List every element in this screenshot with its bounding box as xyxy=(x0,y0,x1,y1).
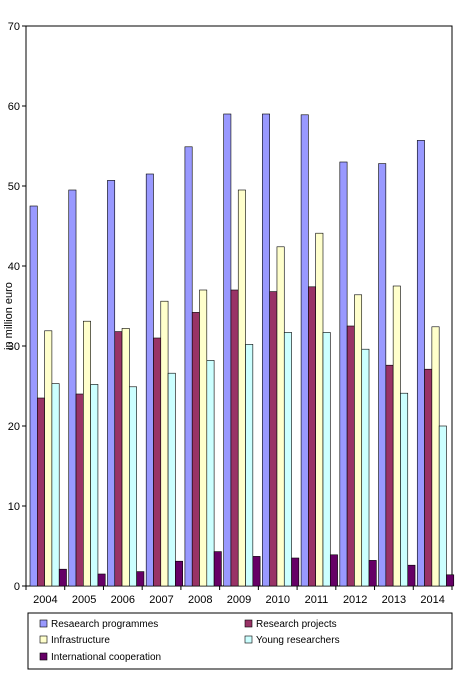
bar-2008-2 xyxy=(199,289,208,587)
bar-2006-0 xyxy=(107,180,116,587)
x-tick-label: 2004 xyxy=(33,594,57,606)
y-axis-ticks: 0 10 20 30 40 50 60 70 xyxy=(8,21,26,593)
bar-2005-3 xyxy=(90,384,99,587)
x-axis-ticks: 2004 2005 2006 2007 2008 2009 2010 2011 2012 2013… xyxy=(25,586,453,606)
bar-2011-1 xyxy=(308,286,316,587)
x-tick-label: 2005 xyxy=(72,594,96,606)
y-tick-label: 70 xyxy=(8,21,20,33)
y-tick-label: 10 xyxy=(8,501,20,513)
bar-2014-3 xyxy=(438,425,447,587)
bar-2005-0 xyxy=(68,189,77,587)
legend-label: Research projects xyxy=(256,619,337,630)
bar-2012-2 xyxy=(354,294,363,587)
y-axis-label: in million euro xyxy=(3,282,15,350)
legend: Resaearch programmes Research projects Inf… xyxy=(27,612,453,670)
bar-2012-1 xyxy=(346,325,355,587)
bar-2014-4 xyxy=(446,574,455,587)
bar-2007-4 xyxy=(175,560,183,587)
bar-2010-4 xyxy=(291,557,300,587)
bar-2006-1 xyxy=(114,331,123,587)
bar-2014-0 xyxy=(416,140,425,587)
legend-swatch xyxy=(39,652,48,661)
bar-2006-3 xyxy=(129,386,137,587)
bar-2010-2 xyxy=(276,246,285,587)
bar-2009-3 xyxy=(245,344,254,587)
bar-2005-4 xyxy=(97,573,106,587)
bar-2008-0 xyxy=(184,146,193,587)
bar-2014-1 xyxy=(424,368,433,587)
bar-2006-2 xyxy=(121,328,130,587)
bar-2004-1 xyxy=(36,397,45,587)
x-tick-label: 2007 xyxy=(149,594,173,606)
plot-area xyxy=(25,25,455,587)
y-tick-label: 20 xyxy=(8,421,20,433)
legend-swatch xyxy=(39,619,48,628)
x-tick-label: 2012 xyxy=(343,594,367,606)
bar-2008-1 xyxy=(191,312,200,587)
legend-label: Resaearch programmes xyxy=(51,619,158,630)
bar-2010-1 xyxy=(269,291,278,587)
bar-2013-0 xyxy=(378,163,387,587)
bar-2009-2 xyxy=(237,189,246,587)
bar-2012-0 xyxy=(339,161,348,587)
bar-2004-2 xyxy=(44,330,53,587)
legend-label: Infrastructure xyxy=(51,635,110,646)
bar-2007-3 xyxy=(167,372,176,587)
bar-2011-0 xyxy=(300,114,309,587)
bar-2010-3 xyxy=(283,332,292,587)
bar-2013-4 xyxy=(407,564,416,587)
bar-2013-2 xyxy=(392,285,401,587)
bar-2013-3 xyxy=(400,392,409,587)
legend-swatch xyxy=(244,619,253,628)
bar-2005-2 xyxy=(83,320,91,587)
legend-swatch xyxy=(244,635,253,644)
bar-2004-3 xyxy=(51,383,60,587)
bar-2009-4 xyxy=(252,556,261,587)
bar-2009-0 xyxy=(223,113,232,587)
y-tick-label: 30 xyxy=(8,341,20,353)
legend-label: International cooperation xyxy=(51,652,161,663)
bar-2007-1 xyxy=(153,337,162,587)
x-tick-label: 2014 xyxy=(420,594,444,606)
x-tick-label: 2010 xyxy=(265,594,289,606)
bar-2013-1 xyxy=(385,364,394,587)
bar-2011-3 xyxy=(322,332,331,587)
bar-2012-3 xyxy=(361,348,370,587)
y-tick-label: 0 xyxy=(14,581,20,593)
bar-2005-1 xyxy=(75,393,84,587)
bar-2011-4 xyxy=(329,554,338,587)
bar-2008-3 xyxy=(206,360,215,587)
bar-2010-0 xyxy=(262,113,270,587)
bar-2014-2 xyxy=(431,326,440,587)
x-tick-label: 2009 xyxy=(227,594,251,606)
bar-2012-4 xyxy=(368,560,377,587)
x-tick-label: 2008 xyxy=(188,594,212,606)
bar-2004-0 xyxy=(29,205,38,587)
x-tick-label: 2011 xyxy=(305,594,329,606)
bar-2008-4 xyxy=(213,551,222,587)
y-tick-label: 60 xyxy=(8,101,20,113)
bar-2009-1 xyxy=(230,289,239,587)
x-tick-label: 2013 xyxy=(382,594,406,606)
y-tick-label: 40 xyxy=(8,261,20,273)
legend-box xyxy=(27,612,453,670)
y-tick-label: 50 xyxy=(8,181,20,193)
legend-swatch xyxy=(39,635,48,644)
bar-2007-2 xyxy=(160,300,169,587)
legend-label: Young researchers xyxy=(256,635,340,646)
bar-2006-4 xyxy=(136,571,145,587)
bar-2007-0 xyxy=(145,173,154,587)
x-tick-label: 2006 xyxy=(111,594,135,606)
bar-2004-4 xyxy=(58,568,67,587)
bar-2011-2 xyxy=(315,232,324,587)
